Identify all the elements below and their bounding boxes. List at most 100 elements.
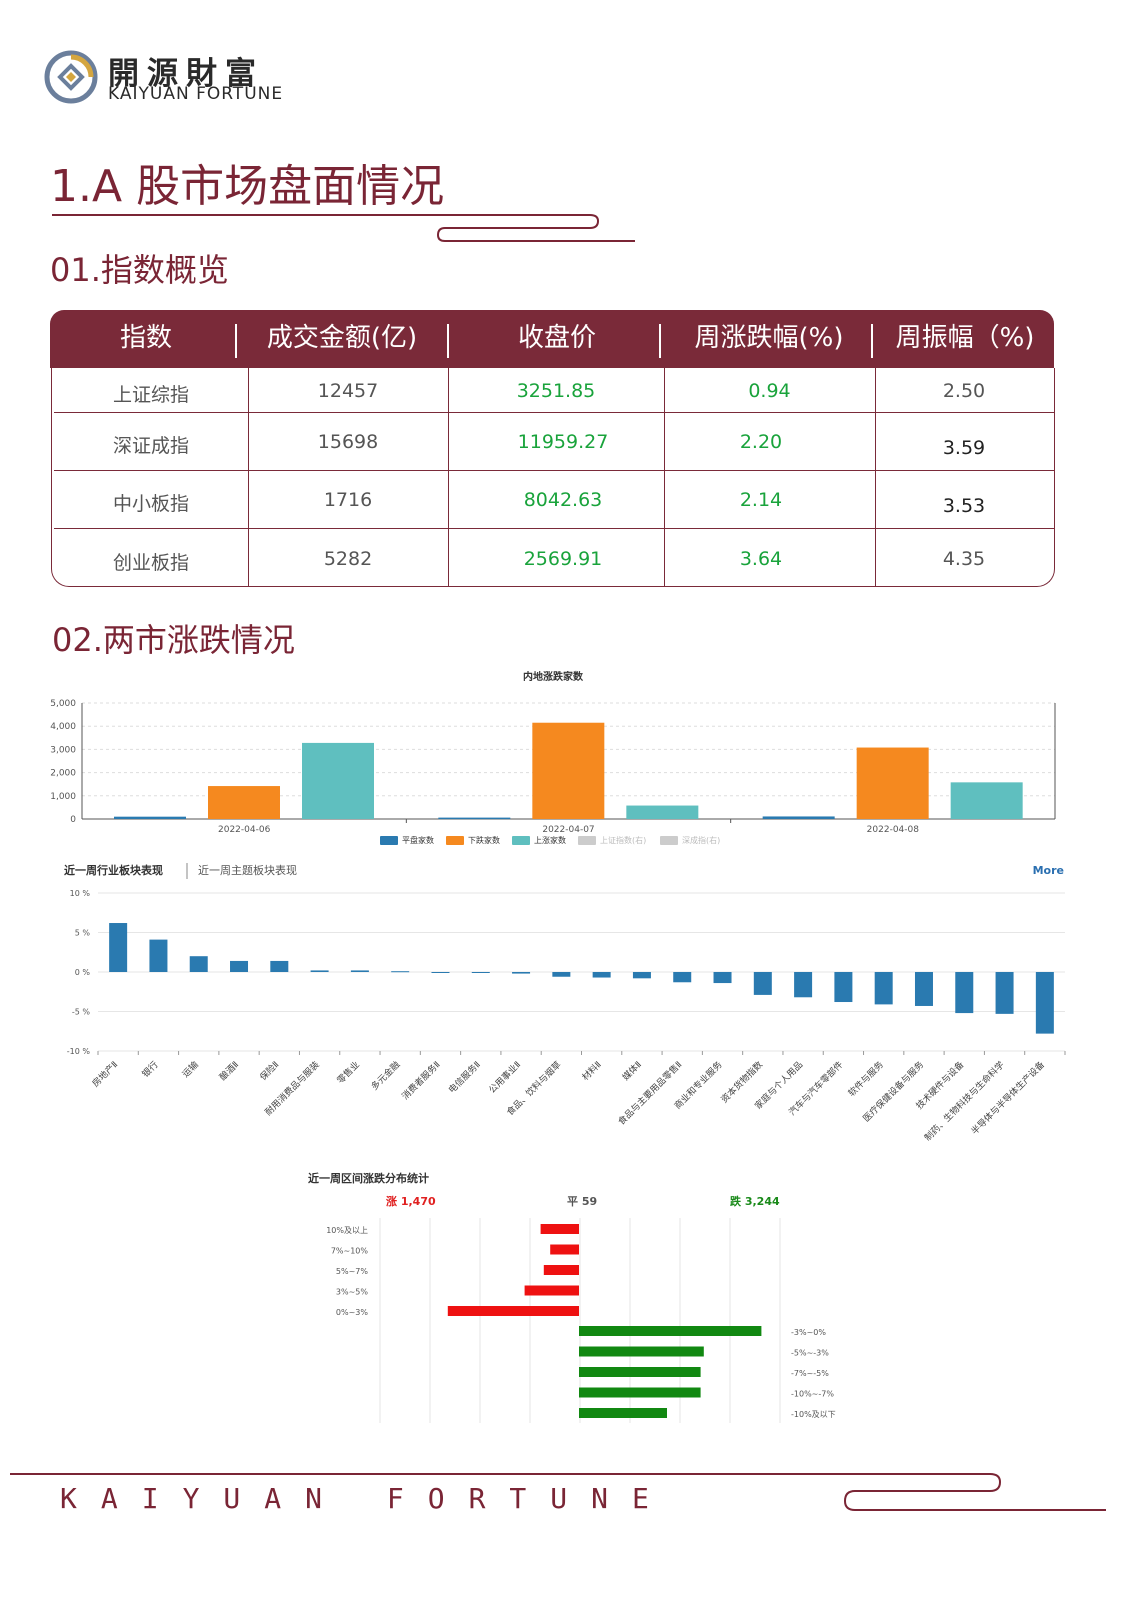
bar-上涨家数	[302, 742, 374, 819]
industry-bar	[552, 972, 571, 977]
header-amplitude: 周振幅（%)	[895, 323, 1035, 353]
y-tick-label: 10 %	[70, 889, 91, 898]
tab-theme: 近一周主题板块表现	[198, 863, 297, 877]
kaiyuan-logo-icon	[44, 50, 98, 104]
index-amplitude: 4.35	[942, 548, 986, 570]
index-name: 上证综指	[112, 384, 189, 406]
index-amplitude: 2.50	[942, 380, 986, 402]
y-tick-label: 5 %	[75, 929, 91, 938]
industry-bar	[794, 972, 813, 998]
industry-bar	[874, 972, 893, 1005]
up-bar	[550, 1244, 579, 1255]
x-category-label: 制药、生物科技与生命科学	[922, 1059, 1007, 1144]
summary-up: 涨 1,470	[386, 1194, 436, 1208]
y-tick-label: 0	[70, 815, 76, 825]
index-close: 3251.85	[516, 380, 596, 402]
legend-swatch	[660, 836, 678, 845]
down-bar	[579, 1408, 667, 1418]
industry-bar	[914, 972, 933, 1006]
up-category-label: 3%~5%	[336, 1288, 368, 1297]
index-close: 8042.63	[523, 489, 603, 511]
x-tick-label: 2022-04-08	[867, 825, 920, 835]
index-name: 深证成指	[112, 435, 189, 457]
brand-name-cn: 開源財富	[108, 56, 264, 92]
bar-上涨家数	[950, 782, 1023, 819]
chart-title: 近一周区间涨跌分布统计	[308, 1171, 429, 1185]
down-category-label: -5%~-3%	[791, 1349, 829, 1358]
up-category-label: 5%~7%	[336, 1267, 368, 1276]
x-category-label: 媒体Ⅱ	[620, 1059, 644, 1083]
index-name: 中小板指	[112, 493, 189, 515]
x-category-label: 保险Ⅱ	[257, 1059, 281, 1083]
bar-下跌家数	[208, 786, 280, 819]
index-amount: 12457	[317, 380, 379, 402]
down-category-label: -10%~-7%	[791, 1390, 834, 1399]
legend-label: 下跌家数	[468, 835, 500, 845]
industry-bar	[109, 923, 128, 972]
legend-swatch	[380, 836, 398, 845]
industry-bar	[391, 971, 410, 973]
summary-down: 跌 3,244	[730, 1194, 780, 1208]
x-category-label: 软件与服务	[845, 1059, 885, 1099]
industry-bar	[995, 972, 1014, 1014]
y-tick-label: 5,000	[50, 699, 76, 709]
title-underline-decoration	[52, 214, 635, 242]
down-bar	[579, 1387, 701, 1398]
x-category-label: 多元金融	[368, 1059, 402, 1093]
section-title-index-overview: 01.指数概览	[50, 251, 229, 289]
chart-title: 内地涨跌家数	[523, 670, 584, 683]
more-link: More	[1033, 864, 1064, 877]
index-amplitude: 3.53	[942, 495, 986, 517]
industry-bar	[834, 972, 853, 1003]
industry-bar	[310, 970, 329, 972]
x-category-label: 公用事业Ⅱ	[486, 1059, 523, 1096]
bar-平盘家数	[114, 816, 186, 819]
y-tick-label: -5 %	[72, 1008, 91, 1017]
footer-brand-text: KAIYUAN FORTUNE	[60, 1482, 673, 1515]
x-category-label: 材料Ⅱ	[579, 1059, 603, 1083]
header-amount: 成交金额(亿)	[266, 323, 418, 353]
y-tick-label: 0 %	[75, 968, 91, 977]
down-category-label: -7%~-5%	[791, 1369, 829, 1378]
down-bar	[579, 1346, 704, 1357]
brand-name-en: KAIYUAN FORTUNE	[108, 84, 284, 104]
section-title-market-breadth: 02.两市涨跌情况	[52, 621, 295, 659]
index-change: 0.94	[748, 380, 791, 402]
index-close: 11959.27	[517, 431, 609, 453]
industry-bar	[632, 972, 651, 979]
bar-平盘家数	[438, 817, 511, 820]
up-category-label: 7%~10%	[331, 1247, 369, 1256]
index-name: 创业板指	[112, 552, 189, 574]
industry-bar	[350, 970, 369, 972]
index-amount: 1716	[323, 489, 373, 511]
header-change: 周涨跌幅(%)	[694, 323, 844, 353]
index-table-header: 指数 成交金额(亿) 收盘价 周涨跌幅(%) 周振幅（%)	[50, 310, 1054, 368]
up-category-label: 10%及以上	[326, 1226, 368, 1235]
x-tick-label: 2022-04-07	[542, 825, 594, 835]
header-close: 收盘价	[517, 323, 596, 353]
x-category-label: 半导体与半导体生产设备	[968, 1059, 1046, 1137]
index-close: 2569.91	[523, 548, 603, 570]
legend-swatch	[512, 836, 530, 845]
industry-bar	[431, 972, 450, 973]
index-amplitude: 3.59	[942, 437, 986, 459]
industry-bar	[592, 972, 611, 978]
y-tick-label: 2,000	[50, 769, 76, 779]
bar-上涨家数	[626, 805, 699, 819]
footer-decoration	[10, 1473, 1106, 1511]
industry-bar	[1035, 972, 1054, 1034]
industry-bar	[471, 972, 490, 973]
up-bar	[540, 1224, 579, 1234]
down-category-label: -10%及以下	[791, 1410, 836, 1419]
y-tick-label: 1,000	[50, 792, 76, 802]
index-change: 2.14	[739, 489, 783, 511]
industry-bar	[955, 972, 974, 1014]
bar-平盘家数	[762, 816, 835, 819]
index-change: 2.20	[739, 431, 783, 453]
x-tick-label: 2022-04-06	[218, 825, 271, 835]
up-category-label: 0%~3%	[336, 1308, 368, 1317]
industry-bar	[753, 972, 772, 995]
down-bar	[579, 1326, 762, 1336]
y-tick-label: 3,000	[50, 745, 76, 755]
